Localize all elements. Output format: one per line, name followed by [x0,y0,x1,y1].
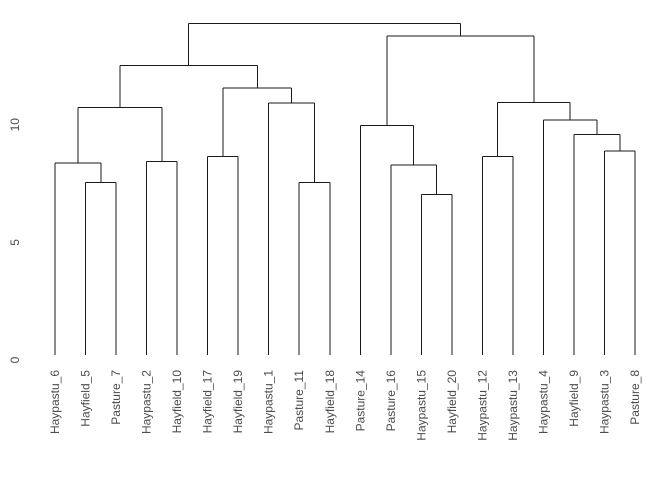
leaf-label-haypastu_2: Haypastu_2 [140,370,154,434]
leaf-label-haypastu_15: Haypastu_15 [414,370,428,441]
leaf-label-haypastu_3: Haypastu_3 [598,370,612,434]
leaf-label-hayfield_10: Hayfield_10 [170,370,184,434]
leaf-label-hayfield_19: Hayfield_19 [231,370,245,434]
leaf-label-haypastu_4: Haypastu_4 [536,370,550,434]
leaf-label-pasture_14: Pasture_14 [353,370,367,432]
y-axis-tick-10: 10 [8,118,22,132]
leaf-label-haypastu_1: Haypastu_1 [262,370,276,434]
leaf-label-hayfield_5: Hayfield_5 [79,370,93,427]
leaf-label-hayfield_9: Hayfield_9 [567,370,581,427]
leaf-label-haypastu_6: Haypastu_6 [48,370,62,434]
leaf-label-pasture_16: Pasture_16 [384,370,398,432]
leaf-label-hayfield_17: Hayfield_17 [201,370,215,434]
leaf-label-hayfield_18: Hayfield_18 [323,370,337,434]
leaf-label-pasture_11: Pasture_11 [292,370,306,431]
y-axis-tick-0: 0 [8,356,22,363]
leaf-label-hayfield_20: Hayfield_20 [445,370,459,434]
leaf-label-pasture_7: Pasture_7 [109,370,123,425]
y-axis-tick-5: 5 [8,239,22,246]
leaf-label-pasture_8: Pasture_8 [628,370,642,425]
leaf-label-haypastu_13: Haypastu_13 [506,370,520,441]
leaf-label-haypastu_12: Haypastu_12 [475,370,489,441]
